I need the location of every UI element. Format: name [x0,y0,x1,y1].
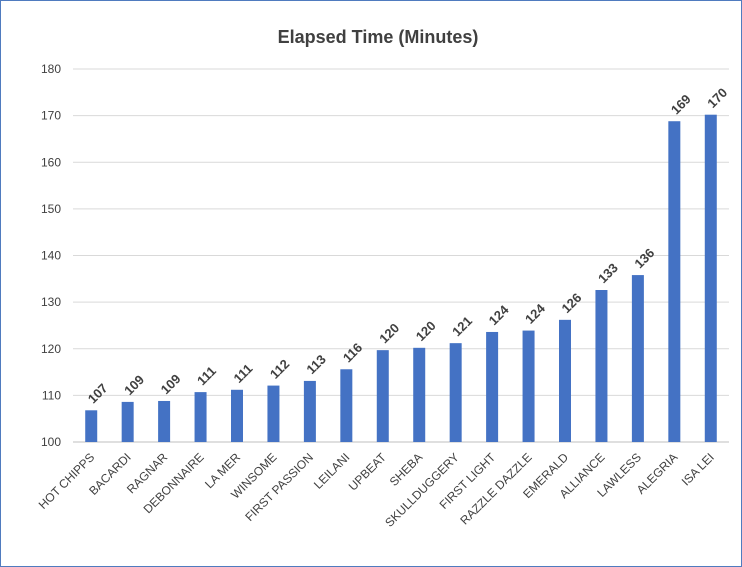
bar [522,330,535,442]
y-axis-ticks: 100 110 120 130 140 150 160 170 180 [41,62,61,449]
data-label: 126 [559,290,585,316]
y-tick-label: 100 [41,435,61,449]
data-label: 109 [158,371,184,397]
data-label: 124 [522,300,548,326]
bar [595,290,608,442]
y-tick-label: 170 [41,109,61,123]
bars [85,114,717,442]
x-tick-label: FIRST PASSION [242,450,316,524]
x-tick-label: HOT CHIPPS [36,450,98,512]
bar [704,114,717,442]
gridlines [73,68,729,443]
data-label: 136 [631,245,657,271]
data-label: 111 [194,363,219,388]
y-tick-label: 120 [41,342,61,356]
bar [631,275,644,442]
y-tick-label: 130 [41,295,61,309]
y-tick-label: 150 [41,202,61,216]
bar [668,121,681,442]
bar [267,385,280,442]
data-label: 170 [704,85,730,111]
bar [559,319,571,442]
x-tick-label: ISA LEI [679,450,717,488]
bar [85,410,98,442]
bar [449,343,462,442]
data-label: 109 [121,372,147,398]
x-tick-label: UPBEAT [346,450,390,494]
chart-title: Elapsed Time (Minutes) [278,27,479,47]
bar [194,392,207,442]
data-label: 107 [85,380,111,406]
bar [231,389,243,442]
data-label: 111 [231,361,256,386]
bar [121,401,134,442]
data-label: 124 [486,302,512,328]
data-label: 116 [340,340,365,365]
bar [376,350,389,442]
y-tick-label: 180 [41,62,61,76]
bar [340,369,353,442]
data-label: 120 [376,320,402,346]
data-label: 113 [303,352,328,377]
bar [303,380,316,442]
bar [413,347,426,442]
y-tick-label: 110 [42,388,61,402]
data-label: 121 [449,313,475,339]
bar [486,331,499,442]
bar [158,400,171,442]
y-tick-label: 140 [41,249,61,263]
data-label: 120 [413,318,439,344]
x-tick-label: LEILANI [311,450,353,492]
data-label: 133 [595,260,621,286]
data-label: 169 [668,91,694,117]
data-label: 112 [267,356,292,381]
y-tick-label: 160 [41,155,61,169]
